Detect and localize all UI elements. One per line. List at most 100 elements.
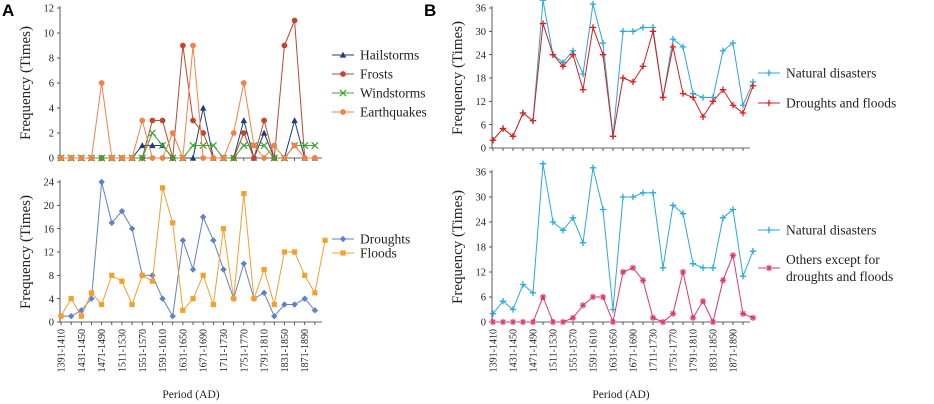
data-point (669, 310, 677, 317)
data-point (599, 39, 607, 47)
data-point (199, 104, 207, 111)
y-tick-label: 10 (44, 29, 55, 40)
data-point (190, 42, 196, 49)
x-tick-label: 1511-1530 (549, 329, 560, 372)
data-point (159, 185, 166, 191)
data-point (559, 227, 567, 234)
data-point (210, 301, 216, 308)
data-point (200, 155, 207, 161)
data-point (240, 260, 248, 267)
data-point (149, 155, 156, 161)
data-point (118, 207, 126, 215)
legend-marker (340, 109, 346, 115)
data-point (220, 226, 227, 232)
data-point (529, 318, 537, 326)
y-tick-label: 6 (481, 293, 486, 304)
data-point (569, 314, 577, 322)
data-point (260, 141, 268, 150)
y-tick-label: 0 (49, 318, 54, 329)
data-point (190, 117, 196, 124)
data-point (599, 206, 607, 213)
legend-marker (340, 250, 346, 256)
y-tick-label: 4 (49, 294, 55, 305)
data-point (529, 289, 537, 297)
data-point (251, 155, 257, 161)
legend-item: Floods (332, 246, 397, 261)
x-tick-label: 1591-1610 (158, 329, 169, 372)
data-point (189, 266, 197, 273)
data-point (699, 94, 707, 101)
data-point (509, 318, 517, 326)
legend-item: Droughts and floods (758, 96, 896, 111)
data-point (209, 141, 218, 150)
legend-marker (339, 51, 347, 58)
data-point (240, 130, 247, 136)
data-point (679, 90, 687, 97)
data-point (260, 129, 268, 136)
data-point (549, 51, 557, 58)
data-point (719, 86, 727, 93)
x-tick-label: 1511-1530 (117, 329, 128, 372)
x-tick-label: 1431-1450 (77, 329, 88, 372)
data-point (291, 249, 298, 255)
data-point (519, 318, 527, 326)
data-point (241, 191, 247, 197)
data-point (180, 307, 186, 313)
series-natural-disasters (489, 0, 757, 144)
y-axis-label: Frequency (Times) (450, 21, 466, 135)
y-tick-label: 12 (476, 97, 487, 108)
data-point (311, 307, 319, 314)
data-point (569, 214, 577, 222)
data-point (128, 225, 136, 232)
data-point (271, 312, 278, 320)
data-point (67, 312, 75, 320)
data-point (129, 155, 136, 161)
data-point (169, 130, 176, 136)
series-line (492, 23, 754, 141)
chart-b-bottom: 0 6 12 18 24 30 36 Frequency (Times) 1391-1410 14… (450, 160, 893, 401)
x-tick-label: 1431-1450 (509, 329, 520, 372)
data-point (699, 264, 707, 272)
data-point (229, 154, 238, 162)
data-point (659, 264, 667, 272)
data-point (58, 313, 64, 319)
data-point (158, 141, 167, 150)
data-point (679, 210, 687, 217)
data-point (291, 301, 298, 308)
y-tick-label: 8 (49, 271, 54, 282)
data-point (210, 237, 217, 244)
data-point (119, 278, 125, 284)
data-point (149, 272, 156, 279)
data-point (240, 117, 248, 124)
data-point (261, 117, 268, 124)
series-floods (58, 185, 328, 319)
data-point (170, 220, 176, 226)
data-point (230, 130, 237, 136)
data-point (281, 155, 288, 161)
x-tick-label: 1551-1570 (569, 329, 580, 372)
data-point (699, 297, 707, 305)
data-point (88, 290, 95, 296)
data-point (619, 74, 627, 82)
x-axis-label: Period (AD) (592, 389, 649, 401)
data-point (99, 301, 105, 308)
legend-marker (339, 89, 347, 97)
legend-label: Frosts (360, 67, 393, 82)
data-point (231, 296, 237, 302)
data-point (261, 266, 267, 273)
data-point (649, 28, 657, 35)
y-axis-label: Frequency (Times) (450, 190, 466, 304)
legend-item: Natural disasters (758, 223, 876, 238)
y-tick-label: 8 (49, 54, 54, 65)
y-tick-label: 18 (476, 243, 487, 254)
y-tick-label: 20 (44, 201, 55, 212)
legend-marker (339, 235, 347, 243)
data-point (509, 306, 517, 313)
y-tick-label: 0 (481, 144, 486, 155)
chart-a-bottom: 0 4 8 12 16 20 24 Frequency (Times) 1391-1410 143… (18, 178, 410, 401)
data-point (58, 155, 64, 161)
data-point (639, 189, 647, 197)
legend-item: Earthquakes (332, 105, 427, 120)
